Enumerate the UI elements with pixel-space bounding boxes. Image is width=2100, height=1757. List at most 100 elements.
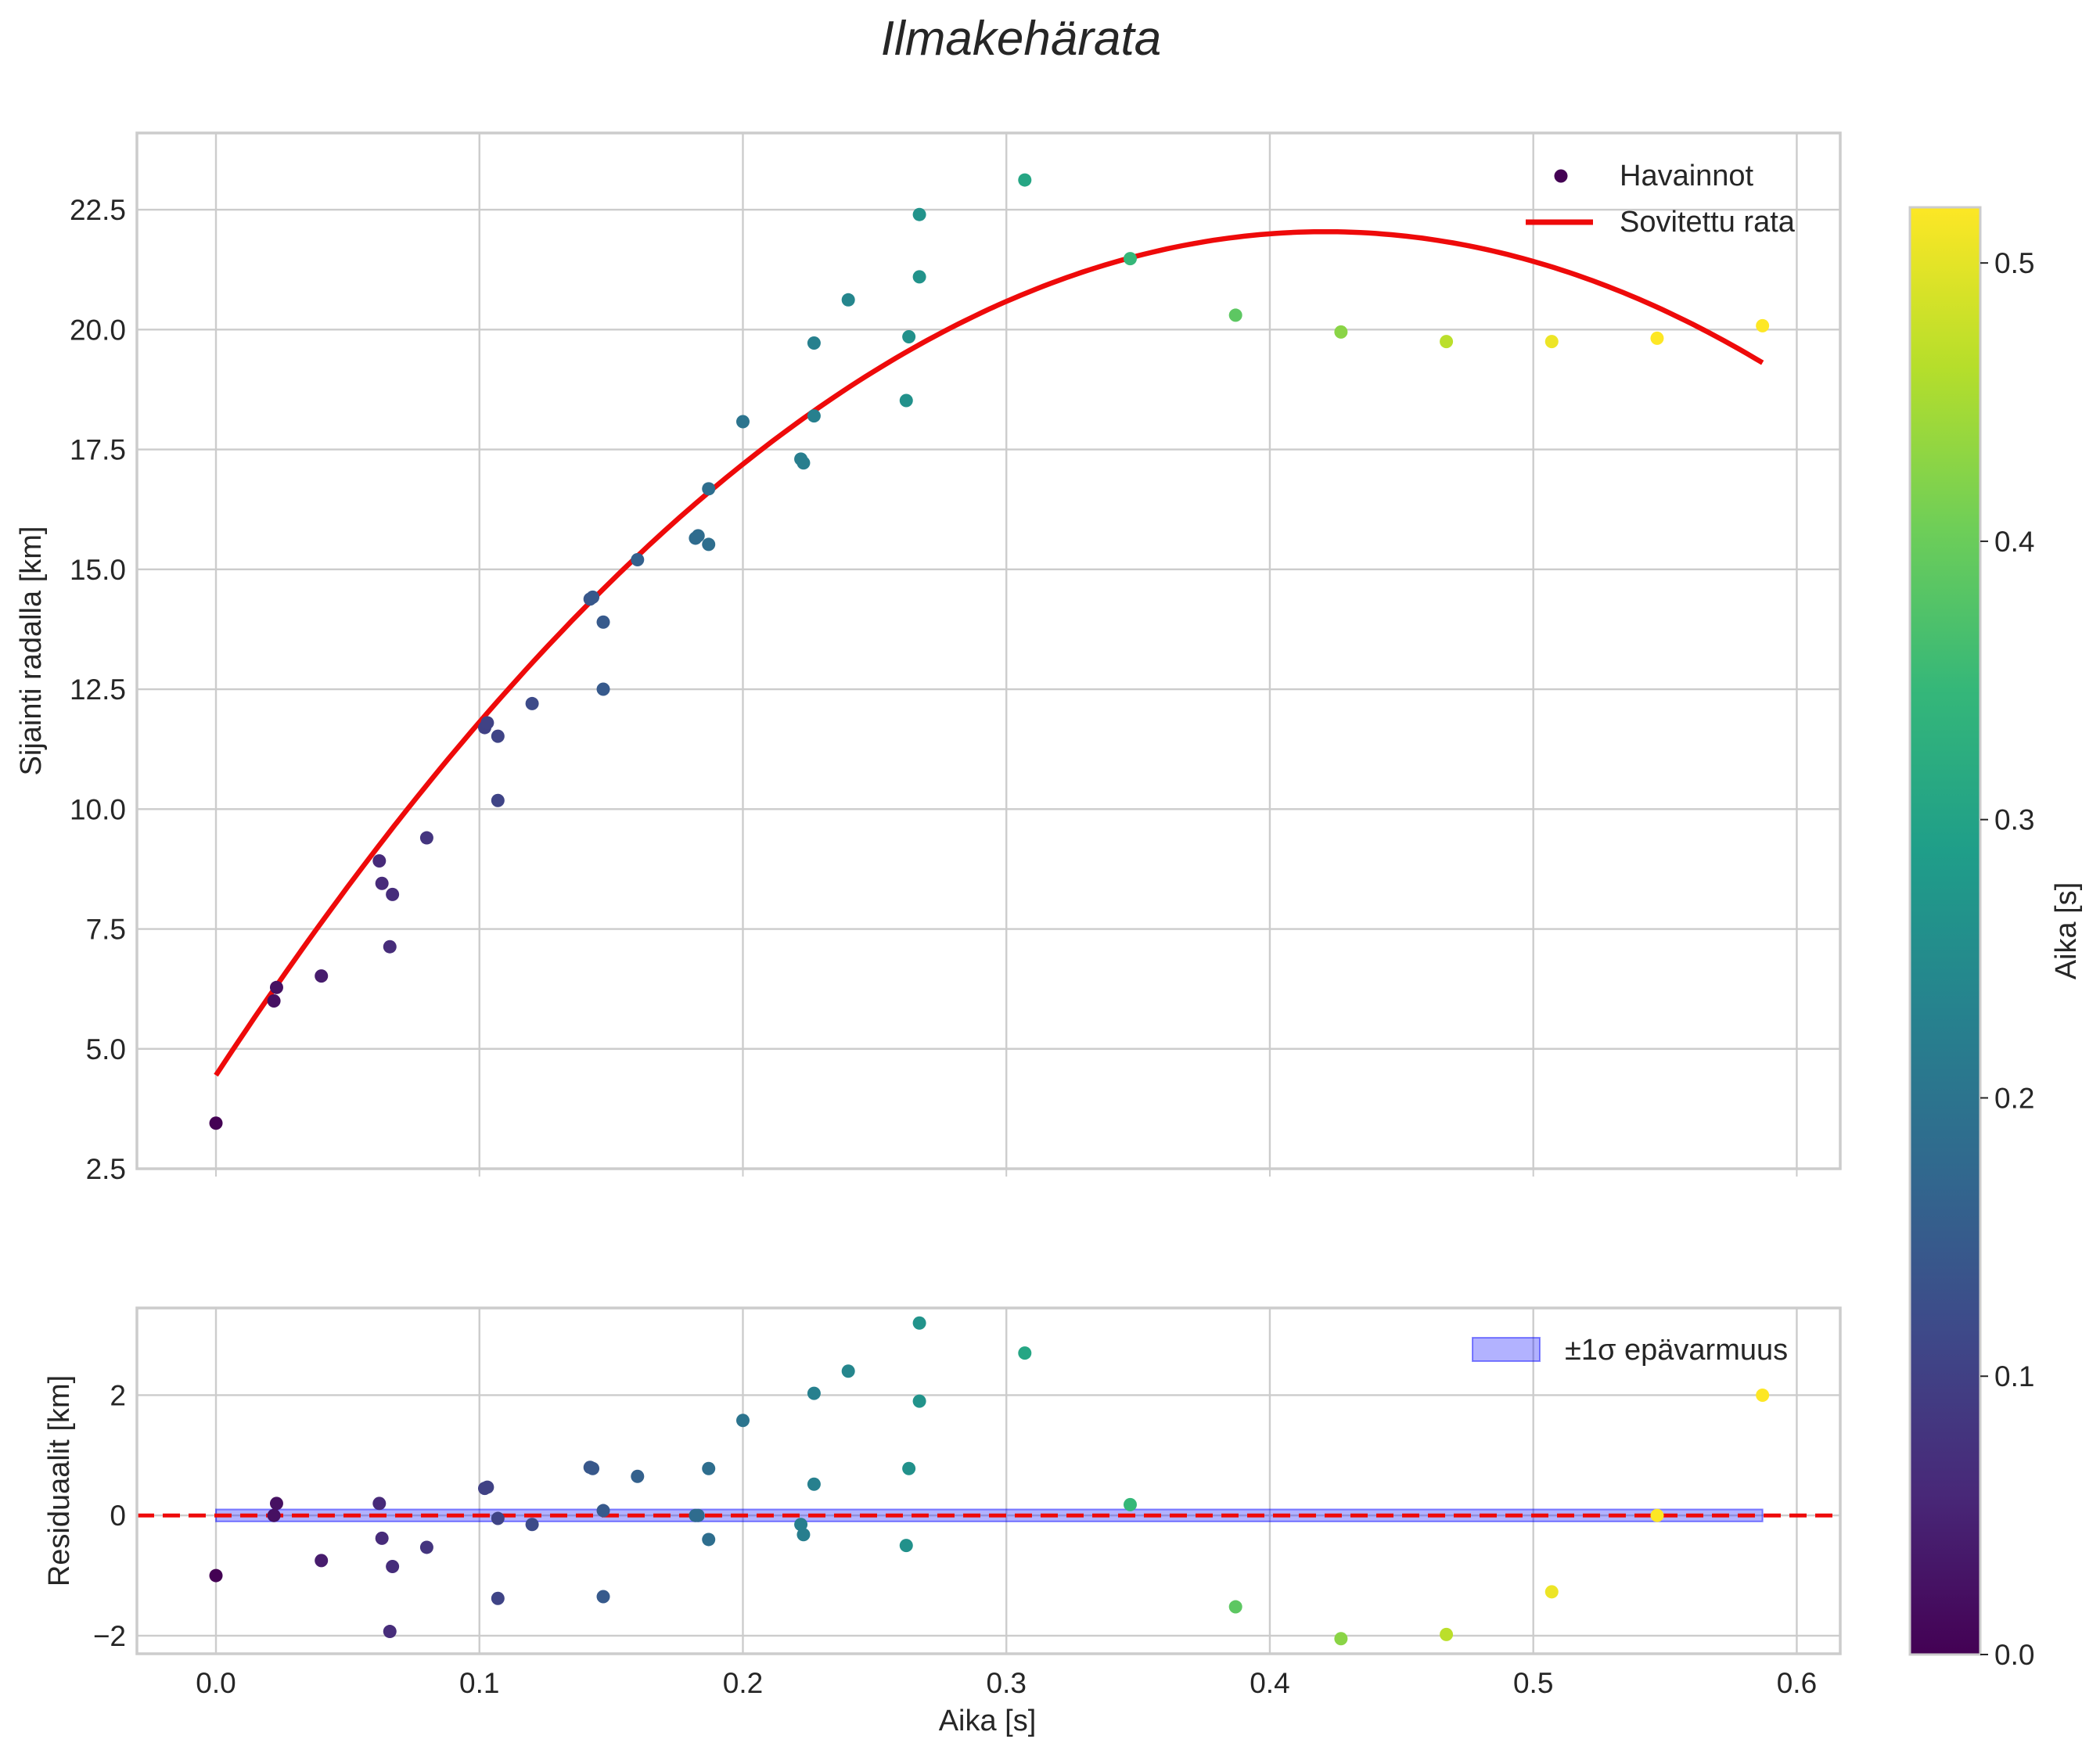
colorbar-tick-label: 0.2 xyxy=(1994,1082,2034,1114)
y-tick-label: 20.0 xyxy=(70,314,126,346)
observation-point xyxy=(419,831,433,845)
residual-point xyxy=(902,1461,916,1475)
trajectory-legend: Havainnot Sovitettu rata xyxy=(1526,160,1796,239)
observation-point xyxy=(902,330,916,344)
observation-point xyxy=(631,553,645,567)
residual-point xyxy=(491,1511,505,1525)
y-tick-label: 15.0 xyxy=(70,554,126,586)
observation-point xyxy=(1650,331,1664,345)
y-tick-label: 2 xyxy=(110,1379,126,1411)
residual-point xyxy=(912,1394,926,1408)
residual-point xyxy=(691,1508,705,1522)
residual-x-ticks: 0.0 0.1 0.2 0.3 0.4 0.5 0.6 xyxy=(196,1667,1817,1699)
residual-point xyxy=(315,1554,329,1568)
observation-point xyxy=(1018,173,1032,187)
residual-point xyxy=(794,1518,808,1532)
residual-y-label: Residuaalit [km] xyxy=(43,1375,76,1586)
residual-point xyxy=(372,1497,387,1511)
x-tick-label: 0.3 xyxy=(987,1667,1027,1699)
observation-point xyxy=(702,482,716,496)
observation-point xyxy=(735,415,750,429)
observation-point xyxy=(691,529,705,543)
x-tick-label: 0.0 xyxy=(196,1667,236,1699)
observation-point xyxy=(796,456,811,470)
observation-point xyxy=(912,207,926,221)
residual-point xyxy=(1334,1632,1348,1646)
residual-point xyxy=(1123,1497,1137,1511)
observation-point xyxy=(383,940,397,954)
residual-point xyxy=(1650,1508,1664,1522)
observation-point xyxy=(525,696,539,710)
observation-point xyxy=(315,969,329,983)
residual-legend: ±1σ epävarmuus xyxy=(1472,1334,1788,1367)
observation-point xyxy=(596,615,610,629)
observation-point xyxy=(1334,325,1348,339)
residual-grid xyxy=(137,1308,1840,1654)
residual-point xyxy=(386,1560,400,1574)
x-tick-label: 0.6 xyxy=(1777,1667,1817,1699)
residual-point xyxy=(807,1477,821,1491)
fit-line xyxy=(214,228,1764,1077)
colorbar-tick-label: 0.0 xyxy=(1994,1639,2034,1671)
y-tick-label: 7.5 xyxy=(86,914,126,946)
observation-point xyxy=(807,409,821,423)
legend-label-observations: Havainnot xyxy=(1620,160,1754,192)
residual-points xyxy=(209,1316,1770,1646)
trajectory-y-ticks: 2.5 5.0 7.5 10.0 12.5 15.0 17.5 20.0 22.5 xyxy=(70,194,126,1185)
residual-point xyxy=(383,1625,397,1639)
y-tick-label: 5.0 xyxy=(86,1033,126,1065)
x-tick-label: 0.1 xyxy=(459,1667,499,1699)
legend-label-band: ±1σ epävarmuus xyxy=(1565,1334,1788,1367)
observation-points xyxy=(209,173,1770,1130)
observation-point xyxy=(899,393,913,408)
observation-point xyxy=(1756,318,1770,332)
residual-point xyxy=(586,1461,600,1475)
residual-point xyxy=(480,1480,494,1494)
x-tick-label: 0.5 xyxy=(1513,1667,1553,1699)
residual-point xyxy=(596,1504,610,1518)
legend-band-swatch xyxy=(1472,1337,1541,1362)
residual-point xyxy=(841,1364,855,1378)
colorbar: 0.0 0.1 0.2 0.3 0.4 0.5 Aika [s] xyxy=(1908,206,2083,1671)
observation-point xyxy=(1440,335,1454,349)
colorbar-tick-label: 0.1 xyxy=(1994,1360,2034,1392)
colorbar-label: Aika [s] xyxy=(2050,882,2083,980)
observation-point xyxy=(375,876,389,890)
observation-point xyxy=(269,980,283,994)
residual-point xyxy=(735,1414,750,1428)
residual-point xyxy=(1544,1585,1559,1599)
observation-point xyxy=(702,537,716,552)
colorbar-scale xyxy=(1908,206,1982,1656)
residual-point xyxy=(1440,1627,1454,1641)
residual-point xyxy=(267,1508,281,1522)
trajectory-frame xyxy=(135,131,1842,1170)
trajectory-panel: 2.5 5.0 7.5 10.0 12.5 15.0 17.5 20.0 22.5 Sijain… xyxy=(15,131,1842,1185)
legend-marker-observations xyxy=(1554,169,1568,183)
observation-point xyxy=(596,682,610,696)
legend-label-fit: Sovitettu rata xyxy=(1620,206,1796,239)
observation-point xyxy=(912,270,926,284)
observation-point xyxy=(586,590,600,604)
observation-point xyxy=(807,336,821,350)
observation-point xyxy=(267,993,281,1008)
y-tick-label: 12.5 xyxy=(70,674,126,706)
observation-point xyxy=(209,1116,223,1130)
residual-panel: 0.0 0.1 0.2 0.3 0.4 0.5 0.6 −2 0 2 Residuaalit [… xyxy=(43,1306,1842,1737)
residual-point xyxy=(807,1386,821,1400)
colorbar-ticks: 0.0 0.1 0.2 0.3 0.4 0.5 xyxy=(1980,247,2034,1671)
x-tick-label: 0.2 xyxy=(723,1667,763,1699)
trajectory-grid xyxy=(137,133,1840,1170)
colorbar-tick-label: 0.5 xyxy=(1994,247,2034,279)
observation-point xyxy=(386,887,400,901)
observation-point xyxy=(491,793,505,807)
observation-point xyxy=(841,293,855,307)
x-tick-label: 0.4 xyxy=(1250,1667,1289,1699)
y-tick-label: 22.5 xyxy=(70,194,126,226)
residual-point xyxy=(1018,1346,1032,1360)
residual-point xyxy=(912,1316,926,1330)
residual-point xyxy=(899,1539,913,1553)
y-tick-label: 0 xyxy=(110,1500,126,1532)
observation-point xyxy=(491,729,505,743)
observation-point xyxy=(1228,308,1242,322)
